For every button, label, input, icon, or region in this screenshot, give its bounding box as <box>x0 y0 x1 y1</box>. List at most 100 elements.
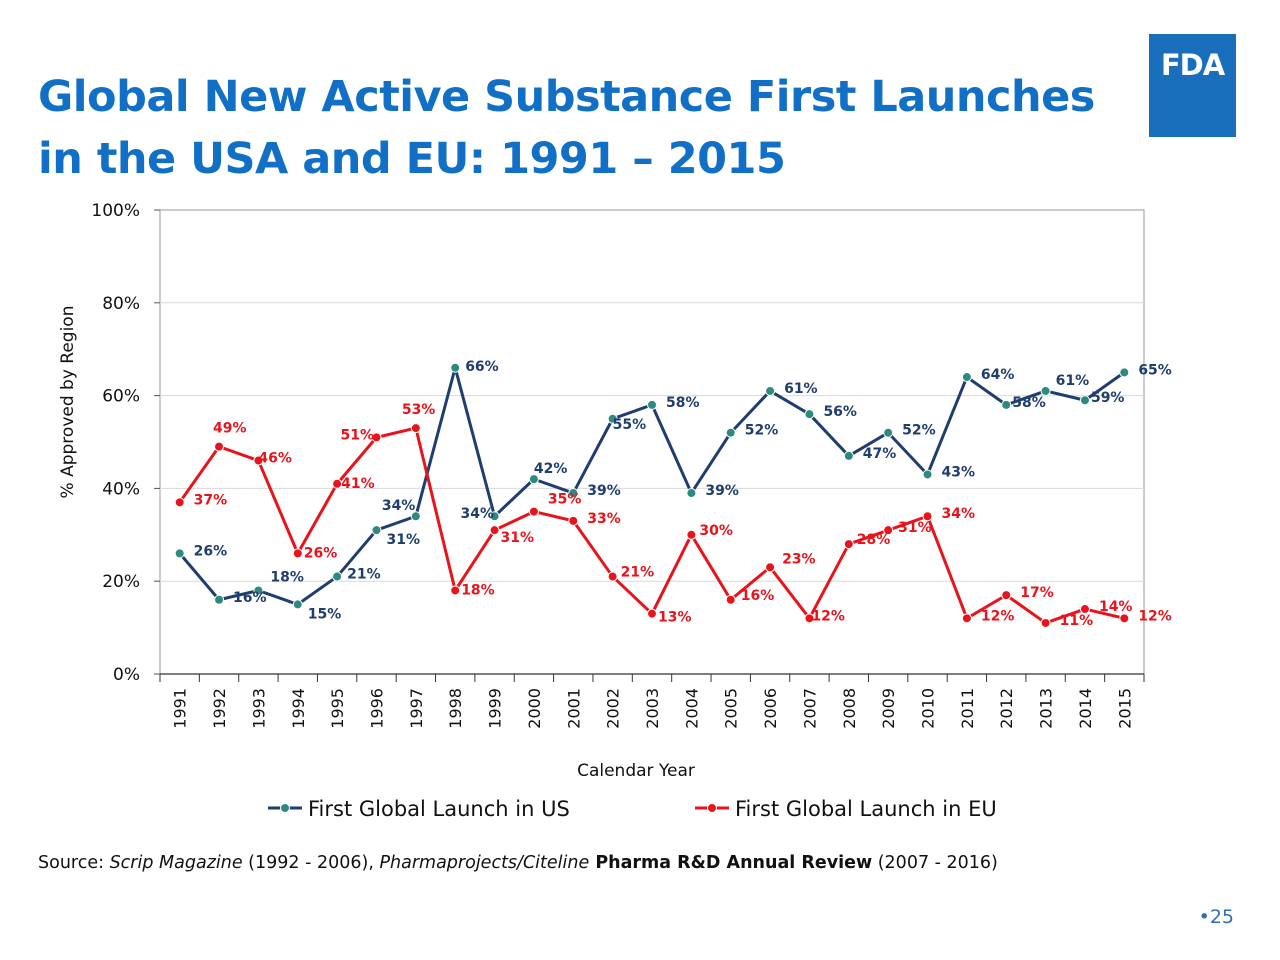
data-point <box>568 488 579 499</box>
data-point <box>607 571 618 582</box>
data-point <box>1040 617 1051 628</box>
source-scrip: Scrip Magazine <box>109 853 243 873</box>
data-label: 31% <box>386 532 420 548</box>
data-point <box>253 585 264 596</box>
data-point <box>1079 604 1090 615</box>
data-point <box>332 571 343 582</box>
data-point <box>765 562 776 573</box>
data-point <box>961 613 972 624</box>
data-point <box>253 455 264 466</box>
data-label: 21% <box>347 567 381 583</box>
data-label: 12% <box>811 608 845 624</box>
data-label: 39% <box>587 483 621 499</box>
x-tick-label: 2015 <box>1115 688 1134 729</box>
data-point <box>1001 590 1012 601</box>
x-tick-label: 2012 <box>997 688 1016 729</box>
series-line-eu <box>178 426 1125 625</box>
data-point <box>922 469 933 480</box>
data-point <box>607 413 618 424</box>
data-point <box>528 506 539 517</box>
data-label: 30% <box>699 523 733 539</box>
data-label: 26% <box>304 545 338 561</box>
data-point <box>686 488 697 499</box>
x-tick-label: 2011 <box>958 688 977 729</box>
data-point <box>1119 613 1130 624</box>
data-point <box>843 539 854 550</box>
data-point <box>843 450 854 461</box>
x-tick-label: 1999 <box>486 688 505 729</box>
x-tick-label: 1993 <box>249 688 268 729</box>
data-label: 37% <box>194 492 228 508</box>
data-label: 16% <box>233 590 267 606</box>
data-label: 41% <box>341 476 375 492</box>
data-point <box>883 427 894 438</box>
data-label: 42% <box>534 461 568 477</box>
data-point <box>647 608 657 619</box>
data-point <box>922 511 933 522</box>
fda-logo: FDA <box>1149 34 1236 137</box>
x-tick-label: 1992 <box>210 688 229 729</box>
data-label: 15% <box>308 606 342 622</box>
source-note: Source: Scrip Magazine (1992 - 2006), Ph… <box>38 853 998 873</box>
data-label: 31% <box>898 520 932 536</box>
data-label: 31% <box>501 530 535 546</box>
data-point <box>686 529 697 540</box>
source-prefix: Source: <box>38 853 110 873</box>
legend-marker <box>707 803 717 813</box>
data-label: 12% <box>981 608 1015 624</box>
data-label: 11% <box>1060 613 1094 629</box>
y-tick-label: 80% <box>102 294 140 314</box>
data-point <box>883 525 894 536</box>
y-tick-label: 40% <box>102 479 140 499</box>
page-title: Global New Active Substance First Launch… <box>38 66 1095 190</box>
x-tick-label: 2013 <box>1037 688 1056 729</box>
x-tick-label: 2014 <box>1076 688 1095 729</box>
data-point <box>1001 399 1012 410</box>
data-label: 47% <box>863 446 897 462</box>
x-tick-label: 1995 <box>328 688 347 729</box>
y-tick-label: 60% <box>102 387 140 407</box>
line-chart: 0% 20% 40% 60% 80% 100% 1991 1992 1993 1994 1995 19… <box>58 201 1172 821</box>
plot-area <box>159 209 1145 675</box>
x-tick-label: 1998 <box>446 688 465 729</box>
data-label: 18% <box>461 582 495 598</box>
data-point <box>489 525 500 536</box>
x-tick-label: 2004 <box>682 688 701 729</box>
x-tick-label: 2001 <box>564 688 583 729</box>
x-tick-label: 1996 <box>367 688 386 729</box>
x-tick-label: 2003 <box>643 688 662 729</box>
x-tick-label: 2008 <box>840 688 859 729</box>
data-label: 43% <box>942 464 976 480</box>
data-label: 39% <box>705 483 739 499</box>
data-point <box>214 594 225 605</box>
data-label: 64% <box>981 367 1015 383</box>
x-tick-label: 2007 <box>800 688 819 729</box>
data-label: 12% <box>1138 608 1172 624</box>
data-point <box>174 548 185 559</box>
data-point <box>804 409 815 420</box>
source-scrip-years: (1992 - 2006), <box>242 853 380 873</box>
data-label: 58% <box>666 395 700 411</box>
data-point <box>450 585 461 596</box>
data-point <box>332 478 343 489</box>
source-pharmaprojects: Pharmaprojects/Citeline <box>379 853 590 873</box>
data-label: 56% <box>823 404 857 420</box>
x-axis-title: Calendar Year <box>577 761 695 781</box>
y-tick-label: 0% <box>113 665 140 685</box>
data-label: 46% <box>258 451 292 467</box>
data-label: 17% <box>1020 585 1054 601</box>
data-point <box>371 432 382 443</box>
x-tick-label: 2002 <box>604 688 623 729</box>
data-point <box>1079 395 1090 406</box>
x-tick-label: 2009 <box>879 688 898 729</box>
data-label: 51% <box>340 427 374 443</box>
data-label: 66% <box>465 359 499 375</box>
x-tick-label: 2010 <box>919 688 938 729</box>
data-point <box>765 385 776 396</box>
data-label: 16% <box>741 588 775 604</box>
source-review: Pharma R&D Annual Review <box>589 853 873 873</box>
data-point <box>450 362 461 373</box>
data-label: 61% <box>784 381 818 397</box>
data-point <box>725 427 736 438</box>
data-point <box>804 613 815 624</box>
